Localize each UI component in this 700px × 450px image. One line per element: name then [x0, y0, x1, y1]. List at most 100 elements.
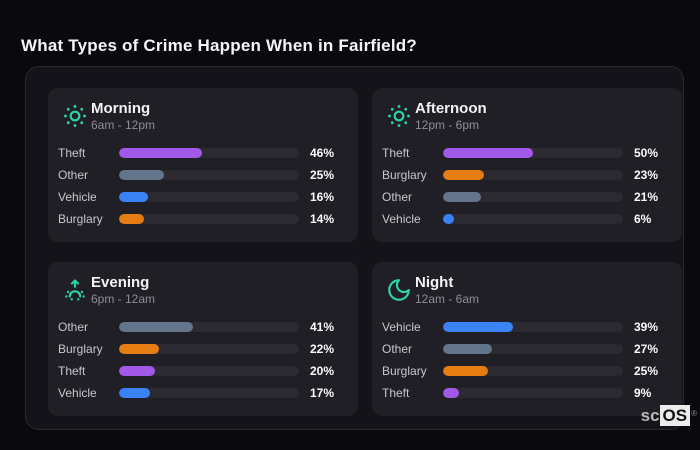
bar-category-label: Burglary [382, 364, 427, 378]
bar-fill [443, 366, 488, 376]
watermark-prefix: sc [640, 406, 660, 425]
bar-track [443, 170, 623, 180]
bar-fill [119, 170, 164, 180]
bar-track [119, 366, 299, 376]
card-title: Afternoon [415, 100, 487, 117]
bar-row: Other 21% [382, 186, 672, 208]
bar-value-label: 17% [310, 386, 335, 400]
card-title: Evening [91, 274, 150, 291]
time-card-morning: Morning 6am - 12pm Theft 46% Other 25% V… [48, 88, 358, 242]
bar-row: Theft 9% [382, 382, 672, 404]
bar-category-label: Vehicle [382, 212, 421, 226]
time-card-evening: Evening 6pm - 12am Other 41% Burglary 22… [48, 262, 358, 416]
bar-row: Theft 50% [382, 142, 672, 164]
bar-row: Vehicle 16% [58, 186, 348, 208]
card-time-range: 12pm - 6pm [415, 118, 480, 132]
bar-value-label: 6% [634, 212, 652, 226]
bar-chart: Other 41% Burglary 22% Theft 20% Vehicle… [58, 316, 348, 404]
bar-value-label: 50% [634, 146, 659, 160]
time-card-afternoon: Afternoon 12pm - 6pm Theft 50% Burglary … [372, 88, 682, 242]
bar-value-label: 25% [634, 364, 659, 378]
bar-value-label: 41% [310, 320, 335, 334]
bar-value-label: 14% [310, 212, 335, 226]
bar-row: Burglary 22% [58, 338, 348, 360]
bar-fill [119, 322, 193, 332]
watermark-brand: OS [659, 405, 691, 426]
sun-icon [386, 103, 412, 129]
bar-fill [443, 170, 485, 180]
bar-track [443, 344, 623, 354]
bar-fill [119, 388, 150, 398]
bar-fill [443, 192, 481, 202]
bar-row: Theft 20% [58, 360, 348, 382]
bar-category-label: Other [58, 168, 89, 182]
bar-value-label: 39% [634, 320, 659, 334]
registered-mark: ® [691, 409, 697, 418]
bar-category-label: Burglary [58, 342, 103, 356]
bar-row: Other 41% [58, 316, 348, 338]
bar-value-label: 23% [634, 168, 659, 182]
bar-fill [119, 366, 155, 376]
bar-row: Vehicle 17% [58, 382, 348, 404]
page-title: What Types of Crime Happen When in Fairf… [21, 36, 417, 56]
card-header: Afternoon 12pm - 6pm [386, 98, 487, 134]
bar-row: Other 25% [58, 164, 348, 186]
card-header: Night 12am - 6am [386, 272, 479, 308]
bar-fill [443, 344, 492, 354]
bar-category-label: Burglary [382, 168, 427, 182]
bar-track [443, 148, 623, 158]
bar-track [443, 192, 623, 202]
card-time-range: 6pm - 12am [91, 292, 156, 306]
bar-value-label: 27% [634, 342, 659, 356]
bar-row: Theft 46% [58, 142, 348, 164]
bar-track [119, 214, 299, 224]
bar-chart: Theft 46% Other 25% Vehicle 16% Burglary… [58, 142, 348, 230]
bar-chart: Theft 50% Burglary 23% Other 21% Vehicle… [382, 142, 672, 230]
bar-row: Vehicle 6% [382, 208, 672, 230]
bar-value-label: 25% [310, 168, 335, 182]
bar-track [119, 388, 299, 398]
bar-row: Burglary 14% [58, 208, 348, 230]
bar-track [119, 148, 299, 158]
bar-fill [443, 322, 514, 332]
bar-row: Burglary 25% [382, 360, 672, 382]
bar-track [443, 322, 623, 332]
bar-category-label: Other [382, 190, 413, 204]
sun-icon [62, 103, 88, 129]
card-time-range: 12am - 6am [415, 292, 480, 306]
bar-category-label: Theft [382, 386, 410, 400]
bar-fill [443, 148, 533, 158]
dashboard-panel: Morning 6am - 12pm Theft 46% Other 25% V… [25, 66, 684, 430]
bar-track [119, 170, 299, 180]
bar-value-label: 22% [310, 342, 335, 356]
card-header: Evening 6pm - 12am [62, 272, 155, 308]
bar-row: Burglary 23% [382, 164, 672, 186]
bar-category-label: Other [382, 342, 413, 356]
bar-fill [119, 192, 148, 202]
bar-track [119, 322, 299, 332]
card-title: Night [415, 274, 454, 291]
time-card-night: Night 12am - 6am Vehicle 39% Other 27% B… [372, 262, 682, 416]
bar-fill [119, 344, 159, 354]
bar-chart: Vehicle 39% Other 27% Burglary 25% Theft… [382, 316, 672, 404]
bar-category-label: Theft [58, 146, 86, 160]
bar-category-label: Theft [58, 364, 86, 378]
bar-category-label: Vehicle [58, 386, 97, 400]
bar-category-label: Vehicle [58, 190, 97, 204]
bar-track [443, 214, 623, 224]
bar-category-label: Other [58, 320, 89, 334]
card-header: Morning 6am - 12pm [62, 98, 155, 134]
bar-value-label: 21% [634, 190, 659, 204]
bar-value-label: 20% [310, 364, 335, 378]
scos-watermark: sc OS ® [641, 405, 697, 426]
bar-fill [119, 148, 202, 158]
bar-fill [443, 214, 454, 224]
bar-fill [119, 214, 145, 224]
bar-track [119, 344, 299, 354]
bar-track [443, 366, 623, 376]
sunrise-icon [62, 277, 88, 303]
bar-value-label: 9% [634, 386, 652, 400]
bar-value-label: 46% [310, 146, 335, 160]
bar-row: Other 27% [382, 338, 672, 360]
bar-category-label: Burglary [58, 212, 103, 226]
